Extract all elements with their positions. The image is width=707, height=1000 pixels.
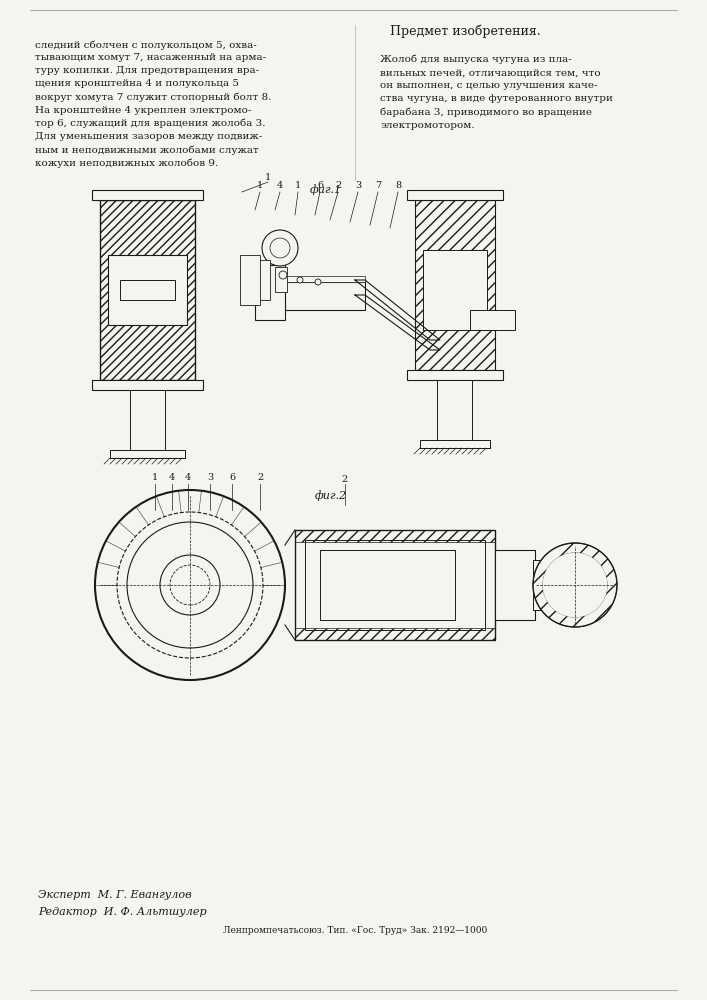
Text: 1: 1 bbox=[265, 173, 271, 182]
Circle shape bbox=[160, 555, 220, 615]
Circle shape bbox=[543, 553, 607, 617]
Circle shape bbox=[279, 271, 287, 279]
Bar bbox=[295, 628, 495, 640]
Text: 4: 4 bbox=[169, 473, 175, 482]
Circle shape bbox=[262, 230, 298, 266]
Text: 3: 3 bbox=[207, 473, 213, 482]
Bar bbox=[295, 530, 495, 542]
Circle shape bbox=[170, 565, 210, 605]
Bar bbox=[320, 550, 455, 620]
Bar bbox=[423, 250, 487, 330]
Bar bbox=[420, 440, 490, 448]
Circle shape bbox=[543, 553, 607, 617]
Bar bbox=[240, 255, 260, 305]
Bar bbox=[110, 450, 185, 458]
Bar bbox=[255, 265, 285, 320]
Circle shape bbox=[315, 279, 321, 285]
Text: 8: 8 bbox=[395, 181, 401, 190]
Circle shape bbox=[117, 512, 263, 658]
Bar bbox=[415, 200, 495, 370]
Circle shape bbox=[95, 490, 285, 680]
Text: фиг.2: фиг.2 bbox=[315, 490, 347, 501]
Bar bbox=[470, 310, 515, 330]
Bar bbox=[415, 200, 495, 370]
Text: Эксперт  М. Г. Евангулов: Эксперт М. Г. Евангулов bbox=[38, 890, 192, 900]
Text: 2: 2 bbox=[335, 181, 341, 190]
Text: Предмет изобретения.: Предмет изобретения. bbox=[390, 25, 541, 38]
Text: 1: 1 bbox=[152, 473, 158, 482]
Bar bbox=[265, 282, 365, 310]
Circle shape bbox=[533, 543, 617, 627]
Bar bbox=[495, 550, 535, 620]
Text: 6: 6 bbox=[317, 181, 323, 190]
Text: Редактор  И. Ф. Альтшулер: Редактор И. Ф. Альтшулер bbox=[38, 907, 206, 917]
Text: 1: 1 bbox=[295, 181, 301, 190]
Bar bbox=[108, 255, 187, 325]
Bar bbox=[100, 200, 195, 380]
Bar bbox=[275, 267, 287, 292]
Bar bbox=[305, 540, 485, 630]
Text: 3: 3 bbox=[355, 181, 361, 190]
Text: 1: 1 bbox=[257, 181, 263, 190]
Bar bbox=[120, 280, 175, 300]
Circle shape bbox=[565, 575, 585, 595]
Text: 6: 6 bbox=[229, 473, 235, 482]
Text: 7: 7 bbox=[375, 181, 381, 190]
Text: Ленпромпечатьсоюз. Тип. «Гос. Труд» Зак. 2192—1000: Ленпромпечатьсоюз. Тип. «Гос. Труд» Зак.… bbox=[223, 926, 487, 935]
Bar bbox=[407, 370, 503, 380]
Circle shape bbox=[127, 522, 253, 648]
Bar bbox=[437, 380, 472, 440]
Bar bbox=[92, 380, 203, 390]
Bar bbox=[255, 260, 270, 300]
Circle shape bbox=[297, 277, 303, 283]
Text: 2: 2 bbox=[257, 473, 263, 482]
Bar bbox=[100, 200, 195, 380]
Bar bbox=[407, 190, 503, 200]
Bar bbox=[265, 276, 365, 282]
Text: фиг.1: фиг.1 bbox=[310, 184, 342, 195]
Bar bbox=[130, 390, 165, 450]
Text: 4: 4 bbox=[185, 473, 191, 482]
Bar bbox=[92, 190, 203, 200]
Text: Жолоб для выпуска чугуна из пла-
вильных печей, отличающийся тем, что
он выполне: Жолоб для выпуска чугуна из пла- вильных… bbox=[380, 55, 613, 130]
Text: 2: 2 bbox=[342, 475, 348, 484]
Bar bbox=[295, 530, 495, 640]
Text: следний сболчен с полукольцом 5, охва-
тывающим хомут 7, насаженный на арма-
тур: следний сболчен с полукольцом 5, охва- т… bbox=[35, 40, 271, 168]
Text: 4: 4 bbox=[277, 181, 283, 190]
Circle shape bbox=[270, 238, 290, 258]
Bar bbox=[533, 560, 558, 610]
